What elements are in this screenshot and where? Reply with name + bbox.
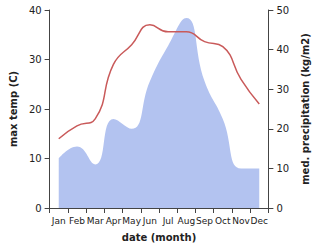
svg-text:40: 40 — [29, 5, 42, 16]
svg-text:med. precipitation (kg/m2): med. precipitation (kg/m2) — [300, 33, 311, 185]
svg-text:May: May — [122, 216, 141, 226]
svg-text:Aug: Aug — [178, 216, 196, 226]
svg-text:Feb: Feb — [69, 216, 85, 226]
svg-text:0: 0 — [35, 203, 41, 214]
svg-text:Oct: Oct — [215, 216, 231, 226]
svg-text:0: 0 — [276, 203, 282, 214]
svg-text:10: 10 — [29, 153, 42, 164]
svg-text:Nov: Nov — [232, 216, 250, 226]
svg-text:50: 50 — [276, 5, 289, 16]
svg-text:40: 40 — [276, 44, 289, 55]
svg-text:30: 30 — [276, 84, 289, 95]
svg-text:30: 30 — [29, 54, 42, 65]
svg-text:Dec: Dec — [251, 216, 268, 226]
svg-text:Sep: Sep — [196, 216, 213, 226]
svg-text:10: 10 — [276, 163, 289, 174]
svg-text:20: 20 — [276, 123, 289, 134]
svg-text:Mar: Mar — [87, 216, 104, 226]
svg-text:20: 20 — [29, 104, 42, 115]
svg-text:Jun: Jun — [142, 216, 157, 226]
svg-text:Apr: Apr — [106, 216, 122, 226]
svg-text:Jan: Jan — [51, 216, 66, 226]
svg-text:Jul: Jul — [162, 216, 174, 226]
svg-text:max temp (C): max temp (C) — [8, 71, 19, 147]
svg-text:date (month): date (month) — [122, 232, 196, 243]
